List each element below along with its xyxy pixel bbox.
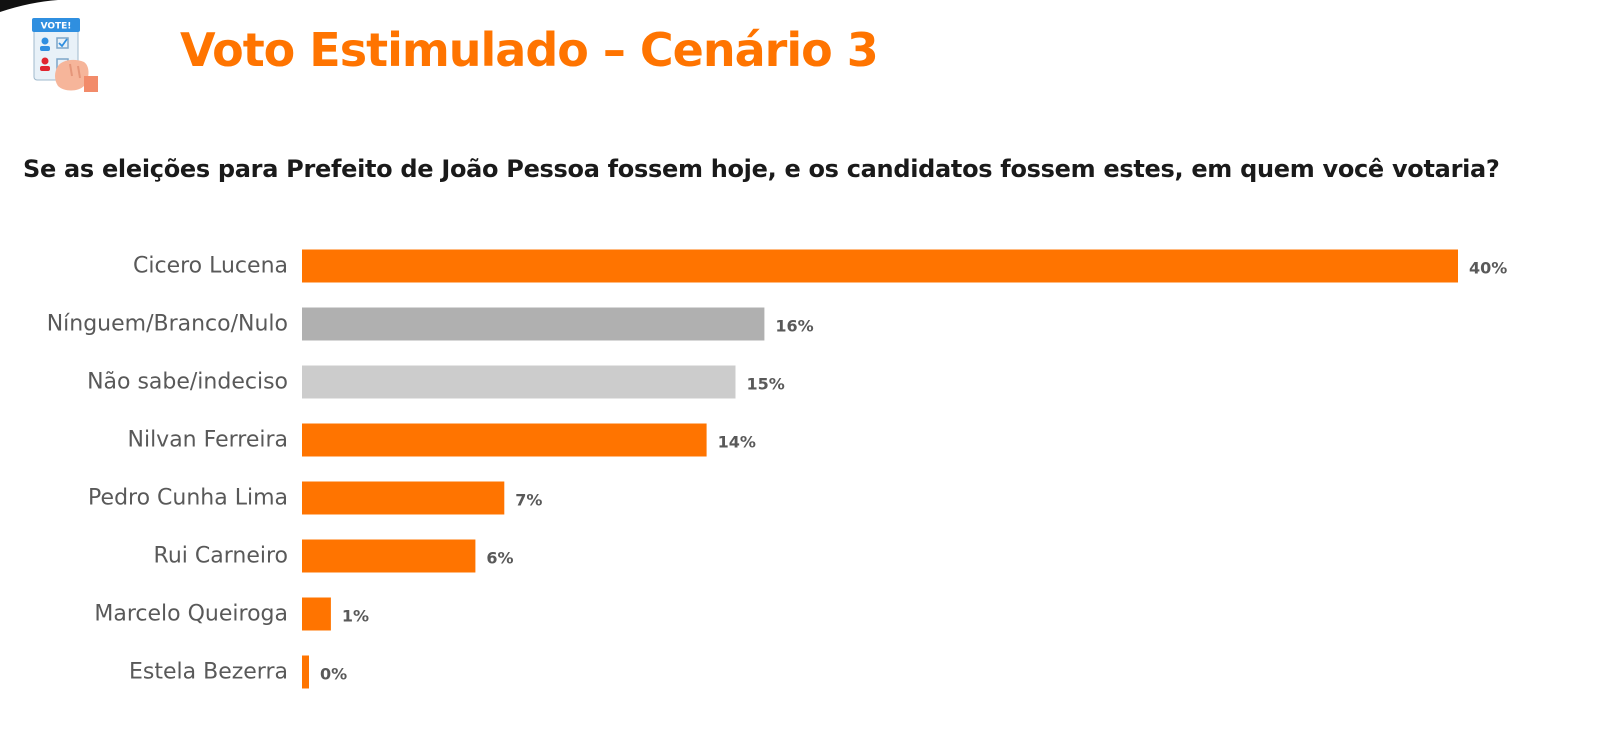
category-label: Nilvan Ferreira bbox=[128, 428, 289, 453]
category-label: Cicero Lucena bbox=[133, 254, 288, 279]
logo-text: VOTE! bbox=[41, 22, 72, 32]
survey-question: Se as eleições para Prefeito de João Pes… bbox=[23, 155, 1500, 183]
data-label: 16% bbox=[775, 317, 813, 336]
bar bbox=[302, 307, 765, 341]
data-label: 14% bbox=[718, 433, 756, 452]
category-label: Marcelo Queiroga bbox=[94, 602, 288, 627]
data-label: 6% bbox=[486, 549, 513, 568]
category-label: Rui Carneiro bbox=[154, 544, 288, 569]
page-title: Voto Estimulado – Cenário 3 bbox=[180, 23, 879, 77]
data-label: 40% bbox=[1469, 259, 1507, 278]
data-label: 0% bbox=[320, 665, 347, 684]
corner-decoration bbox=[0, 0, 58, 12]
category-label: Não sabe/indeciso bbox=[87, 370, 288, 395]
category-label: Pedro Cunha Lima bbox=[88, 486, 288, 511]
category-label: Estela Bezerra bbox=[129, 660, 288, 685]
vote-ballot-icon: VOTE! bbox=[32, 18, 98, 92]
bar-chart: Cicero Lucena 40% Nínguem/Branco/Nulo 16% Nã… bbox=[47, 249, 1507, 689]
data-label: 7% bbox=[515, 491, 542, 510]
bar bbox=[302, 365, 736, 399]
data-label: 1% bbox=[342, 607, 369, 626]
bar bbox=[302, 249, 1458, 283]
bar bbox=[302, 423, 707, 457]
bar bbox=[302, 655, 309, 689]
category-label: Nínguem/Branco/Nulo bbox=[47, 312, 288, 337]
data-label: 15% bbox=[747, 375, 785, 394]
bar bbox=[302, 597, 331, 631]
bar bbox=[302, 481, 505, 515]
bar bbox=[302, 539, 476, 573]
